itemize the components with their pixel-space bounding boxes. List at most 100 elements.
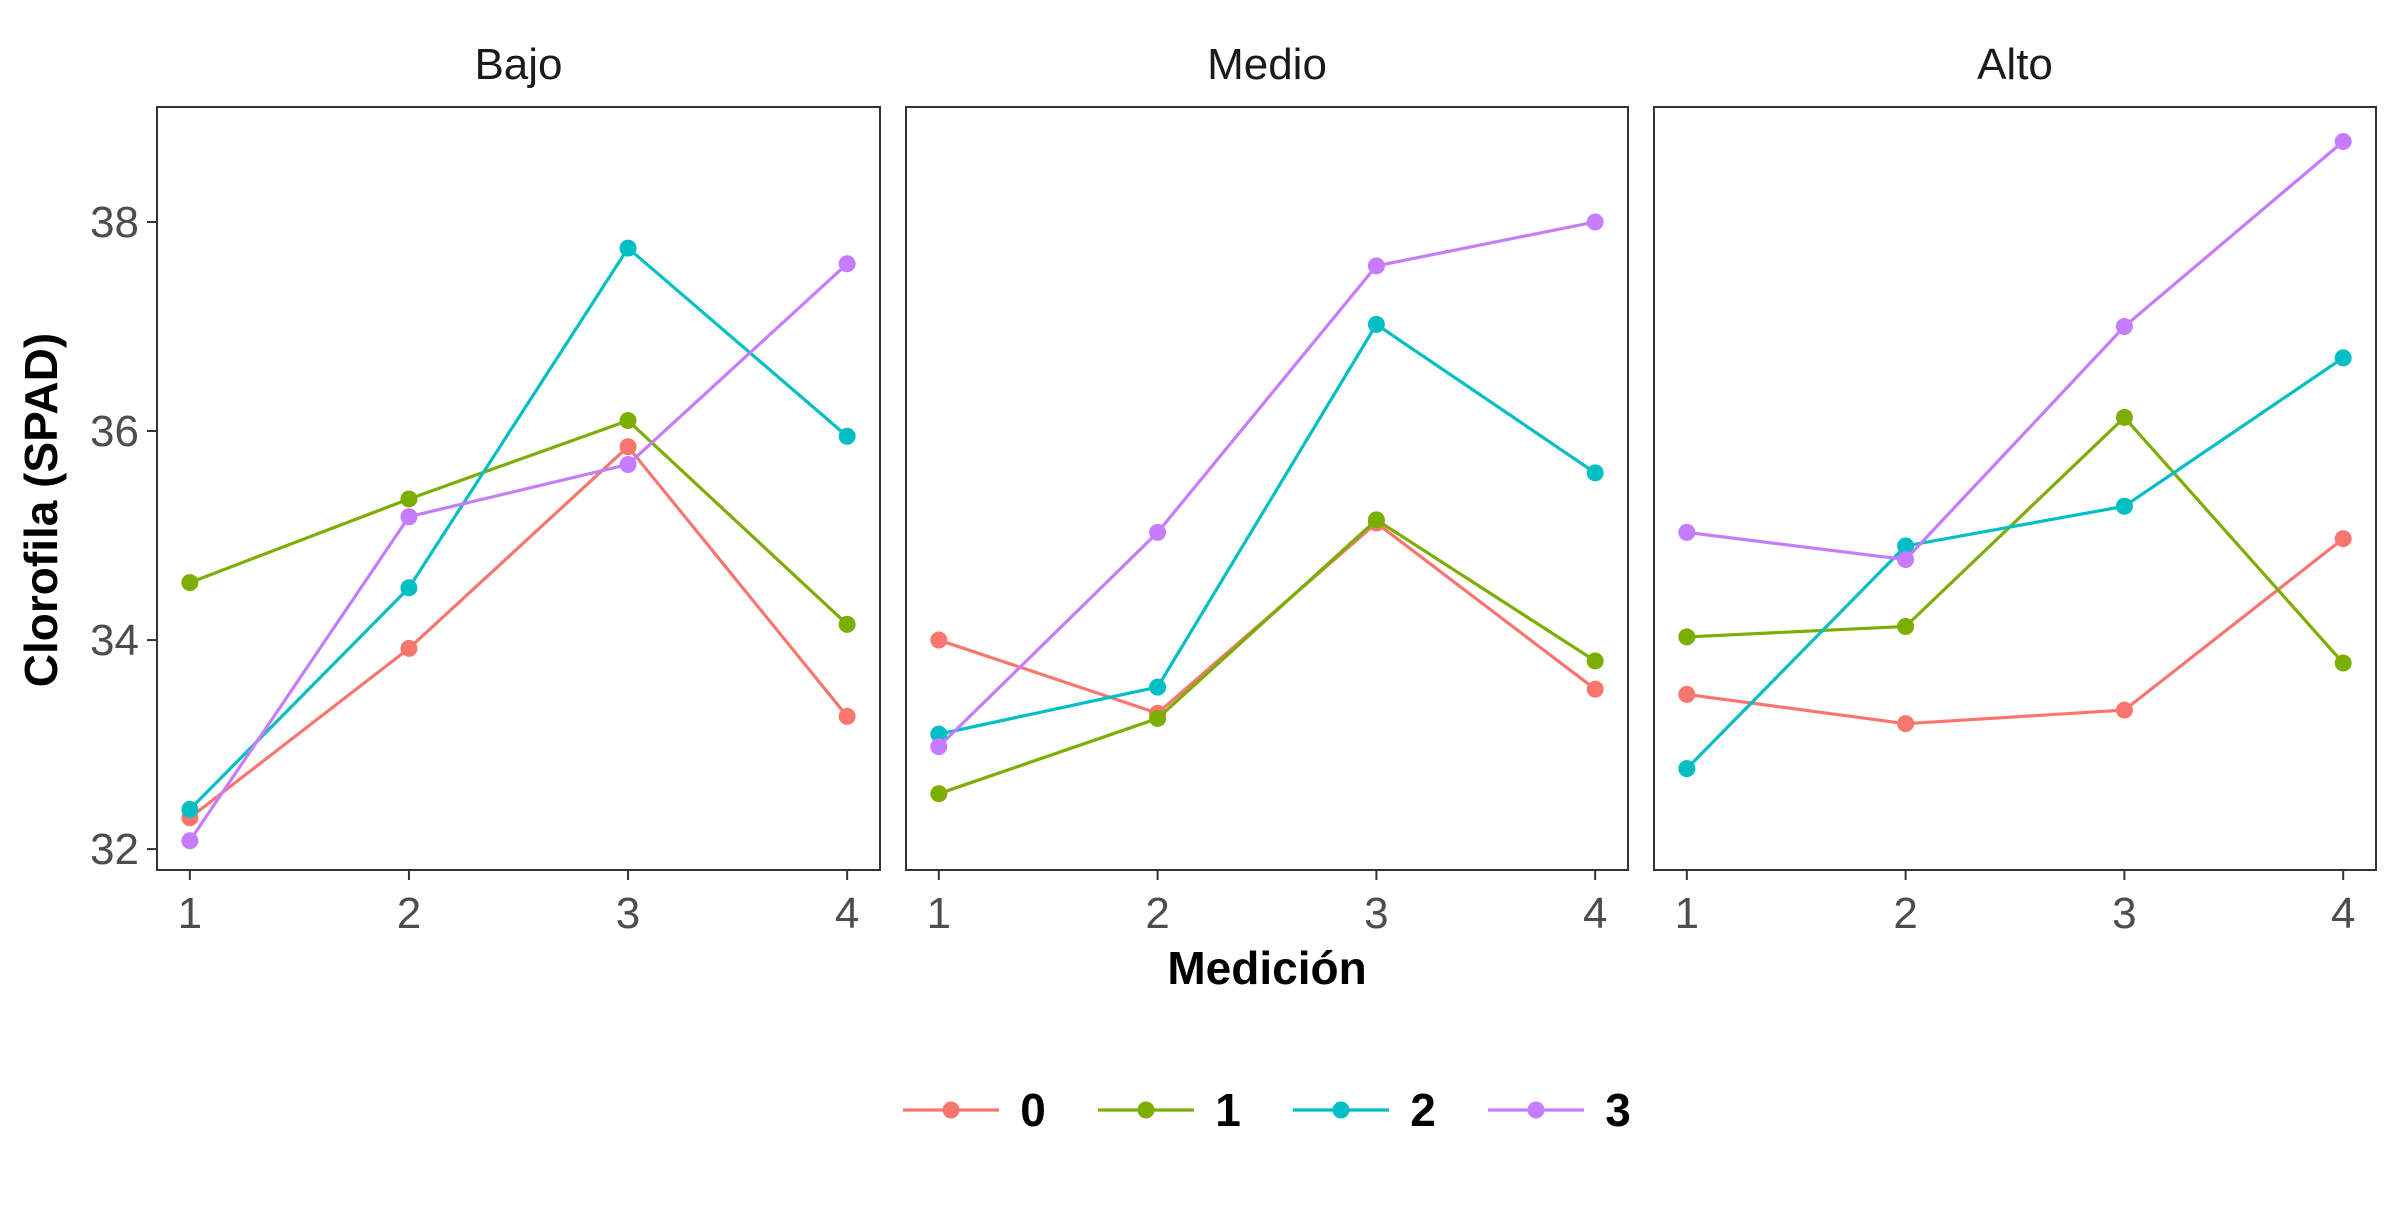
x-tick-label: 2 (1893, 889, 1917, 938)
series-line (938, 322, 1597, 736)
series-line (188, 262, 849, 842)
panel-border (1653, 106, 2377, 871)
data-point (2334, 349, 2352, 367)
x-tick-label: 1 (1675, 889, 1699, 938)
data-point (181, 574, 199, 592)
panel-title: Alto (1977, 40, 2053, 89)
x-tick-label: 4 (835, 889, 859, 938)
data-point (1149, 678, 1167, 696)
data-point (1367, 511, 1385, 529)
data-point (838, 707, 856, 725)
data-point (838, 427, 856, 445)
series-line (1685, 356, 2345, 770)
data-point (2115, 497, 2133, 515)
legend-item-0: 0 (903, 1084, 1046, 1136)
data-point (1149, 709, 1167, 727)
x-axis-title: Medición (1167, 942, 1366, 994)
series-line (188, 444, 849, 820)
data-point (2334, 654, 2352, 672)
data-point (181, 832, 199, 850)
x-tick-label: 3 (1364, 889, 1388, 938)
data-point (1586, 652, 1604, 670)
x-tick-label: 4 (1583, 889, 1607, 938)
data-point (1678, 523, 1696, 541)
series-2 (930, 315, 1604, 743)
x-tick-label: 3 (616, 889, 640, 938)
data-point (930, 631, 948, 649)
series-line (189, 418, 849, 626)
data-point (619, 455, 637, 473)
panel-alto: Alto 1 2 3 4 (1653, 40, 2377, 938)
series-line (1686, 537, 2345, 726)
series-0 (181, 438, 856, 827)
panel-title: Medio (1207, 40, 1327, 89)
x-tick-label: 2 (1145, 889, 1169, 938)
data-point (1678, 760, 1696, 778)
data-point (2334, 530, 2352, 548)
data-point (1586, 680, 1604, 698)
legend-key-point (1137, 1101, 1155, 1119)
panel-border (905, 106, 1629, 871)
series-3 (181, 255, 856, 850)
data-point (838, 615, 856, 633)
data-point (1897, 715, 1915, 733)
data-point (1897, 617, 1915, 635)
legend-item-1: 1 (1098, 1084, 1241, 1136)
data-point (1586, 213, 1604, 231)
y-axis-title: Clorofila (SPAD) (15, 333, 67, 687)
legend-item-3: 3 (1488, 1084, 1631, 1136)
data-point (181, 800, 199, 818)
data-point (1149, 523, 1167, 541)
legend-label: 0 (1020, 1084, 1046, 1136)
data-point (2115, 408, 2133, 426)
data-point (400, 490, 418, 508)
legend-label: 2 (1410, 1084, 1436, 1136)
x-tick-label: 3 (2112, 889, 2136, 938)
series-2 (1678, 349, 2352, 778)
legend-label: 3 (1605, 1084, 1631, 1136)
series-0 (1678, 530, 2352, 733)
data-point (400, 579, 418, 597)
data-point (2334, 132, 2352, 150)
legend-label: 1 (1215, 1084, 1241, 1136)
series-3 (1678, 132, 2352, 569)
series-1 (181, 412, 856, 633)
x-tick-label: 2 (397, 889, 421, 938)
data-point (1897, 551, 1915, 569)
data-point (930, 785, 948, 803)
x-tick-label: 4 (2331, 889, 2355, 938)
legend-key-point (942, 1101, 960, 1119)
series-line (1686, 140, 2345, 562)
series-2 (181, 239, 856, 818)
data-point (619, 412, 637, 430)
series-1 (1678, 408, 2352, 672)
data-point (619, 239, 637, 257)
series-3 (930, 213, 1604, 756)
legend: 0 1 2 3 (903, 1084, 1631, 1136)
legend-item-2: 2 (1293, 1084, 1436, 1136)
data-point (400, 639, 418, 657)
x-tick-label: 1 (178, 889, 202, 938)
data-point (838, 255, 856, 273)
data-point (1367, 257, 1385, 275)
series-1 (930, 511, 1604, 803)
legend-key-point (1332, 1101, 1350, 1119)
series-line (188, 245, 849, 811)
series-line (1686, 415, 2345, 665)
data-point (619, 438, 637, 456)
y-tick-label: 36 (90, 407, 139, 456)
legend-key-point (1527, 1101, 1545, 1119)
panel-border (156, 106, 881, 871)
data-point (1367, 315, 1385, 333)
data-point (1678, 628, 1696, 646)
data-point (2115, 701, 2133, 719)
series-line (938, 517, 1597, 796)
data-point (2115, 317, 2133, 335)
data-point (930, 725, 948, 743)
data-point (1678, 685, 1696, 703)
y-tick-label: 38 (90, 198, 139, 247)
